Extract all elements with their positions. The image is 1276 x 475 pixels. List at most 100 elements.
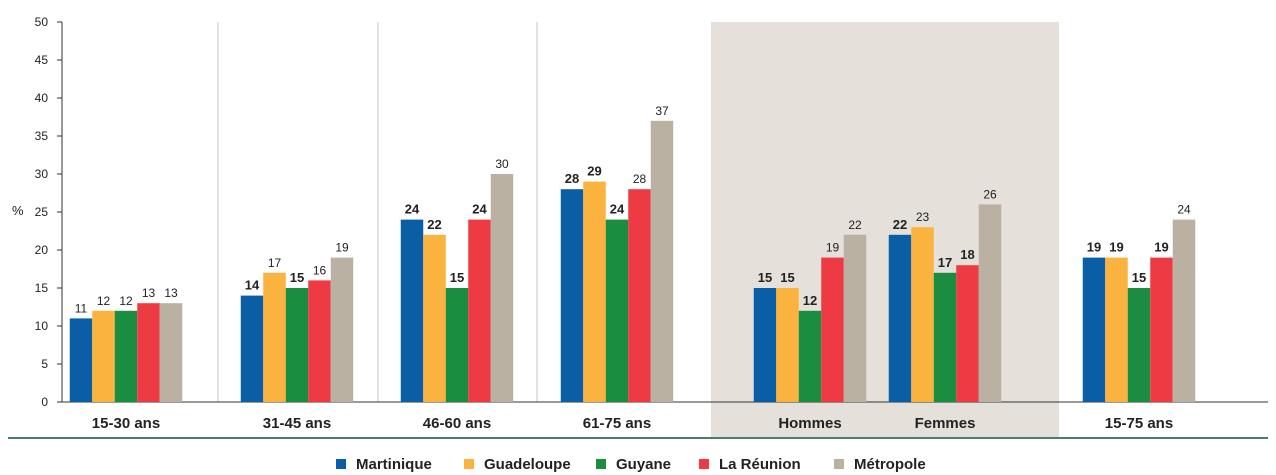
data-label: 37 <box>655 104 669 118</box>
data-label: 28 <box>565 171 579 186</box>
data-label: 24 <box>610 202 625 217</box>
category-label: Femmes <box>915 415 976 432</box>
y-tick-label: 15 <box>35 281 49 295</box>
data-label: 22 <box>893 217 907 232</box>
bar <box>263 272 286 402</box>
data-label: 18 <box>960 247 974 262</box>
category-label: 15-30 ans <box>92 415 160 432</box>
data-label: 11 <box>75 301 88 315</box>
bar <box>888 234 912 402</box>
data-label: 17 <box>268 256 282 270</box>
legend-swatch <box>699 459 709 469</box>
bar <box>240 295 264 402</box>
data-label: 15 <box>1132 270 1146 285</box>
data-labels: 11 12 12 13 13 14 17 15 16 19 24 22 15 24 30 28 29 24 28 37… <box>75 104 1191 316</box>
data-label: 19 <box>1109 240 1123 255</box>
bar <box>978 204 1002 402</box>
data-label: 15 <box>290 270 304 285</box>
data-label: 15 <box>758 270 772 285</box>
y-tick-label: 45 <box>35 53 49 67</box>
bar <box>843 234 867 402</box>
y-tick-label: 10 <box>35 319 49 333</box>
y-axis: 0 5 10 15 20 25 30 35 40 45 50 <box>35 15 1268 409</box>
bar <box>956 265 979 402</box>
data-label: 15 <box>450 270 464 285</box>
data-label: 24 <box>472 202 487 217</box>
category-label: 31-45 ans <box>263 415 331 432</box>
bar <box>423 234 446 402</box>
y-axis-label: % <box>12 203 24 218</box>
data-label: 22 <box>427 217 441 232</box>
bar <box>628 189 651 402</box>
data-label: 17 <box>938 255 952 270</box>
legend-swatch <box>464 459 474 469</box>
bar <box>583 181 606 402</box>
data-label: 22 <box>848 218 862 232</box>
bar <box>911 227 934 402</box>
data-label: 29 <box>587 164 601 179</box>
bar <box>400 219 424 402</box>
bar <box>560 189 584 402</box>
data-label: 12 <box>803 293 817 308</box>
category-label: 46-60 ans <box>423 415 491 432</box>
y-tick-label: 40 <box>35 91 49 105</box>
bar <box>490 174 514 402</box>
data-label: 26 <box>983 187 997 201</box>
bar <box>776 288 799 402</box>
bar <box>605 219 629 402</box>
bar <box>330 257 354 402</box>
bar <box>821 257 844 402</box>
bar <box>1127 288 1151 402</box>
y-tick-label: 30 <box>35 167 49 181</box>
category-label: 61-75 ans <box>583 415 651 432</box>
data-label: 24 <box>405 202 420 217</box>
bars <box>69 120 1196 403</box>
legend-label: Métropole <box>854 456 926 473</box>
category-label: 15-75 ans <box>1105 415 1173 432</box>
y-tick-label: 50 <box>35 15 49 29</box>
y-tick-label: 35 <box>35 129 49 143</box>
data-label: 30 <box>495 157 509 171</box>
legend-label: La Réunion <box>719 456 801 473</box>
bar <box>753 288 777 402</box>
bar <box>1150 257 1173 402</box>
data-label: 16 <box>313 263 327 277</box>
data-label: 28 <box>633 172 647 186</box>
legend-label: Guyane <box>616 456 671 473</box>
data-label: 12 <box>97 294 111 308</box>
data-label: 12 <box>119 294 133 308</box>
category-labels: 15-30 ans 31-45 ans 46-60 ans 61-75 ans Homm… <box>92 415 1173 432</box>
legend-label: Martinique <box>356 456 432 473</box>
data-label: 13 <box>164 286 178 300</box>
data-label: 19 <box>335 241 349 255</box>
data-label: 19 <box>826 241 840 255</box>
bar <box>285 288 309 402</box>
bar <box>137 303 160 402</box>
y-tick-label: 0 <box>41 395 48 409</box>
y-tick-label: 5 <box>41 357 48 371</box>
bar <box>1082 257 1106 402</box>
bar <box>308 280 331 402</box>
category-label: Hommes <box>778 415 841 432</box>
bar <box>468 219 491 402</box>
data-label: 19 <box>1087 240 1101 255</box>
data-label: 24 <box>1177 203 1191 217</box>
group-separators <box>217 22 538 402</box>
bar <box>159 303 183 402</box>
bar <box>650 120 674 403</box>
data-label: 15 <box>780 270 794 285</box>
bar <box>1105 257 1128 402</box>
data-label: 13 <box>142 286 156 300</box>
y-tick-label: 20 <box>35 243 49 257</box>
bar <box>1172 219 1196 402</box>
bar <box>933 272 957 402</box>
data-label: 19 <box>1154 240 1168 255</box>
legend-swatch <box>834 459 844 469</box>
bar <box>445 288 469 402</box>
bar <box>69 318 93 402</box>
y-tick-label: 25 <box>35 205 49 219</box>
bar <box>114 310 138 402</box>
legend-label: Guadeloupe <box>484 456 571 473</box>
data-label: 14 <box>245 278 260 293</box>
